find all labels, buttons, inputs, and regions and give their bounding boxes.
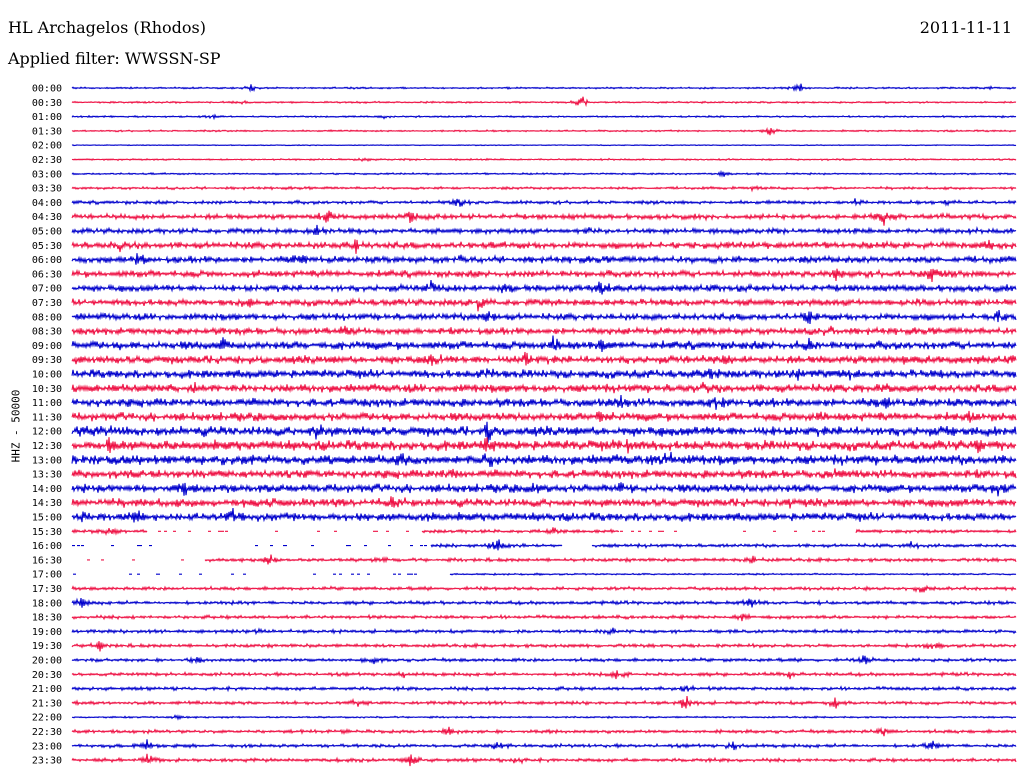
time-tick-label: 22:30	[32, 727, 62, 738]
time-tick-label: 11:00	[32, 398, 62, 409]
seismic-trace	[72, 225, 1016, 235]
seismic-trace	[72, 715, 1016, 719]
seismic-trace	[72, 496, 1016, 508]
time-tick-label: 23:00	[32, 741, 62, 752]
seismic-trace	[72, 437, 1016, 453]
time-tick-label: 09:00	[32, 341, 62, 352]
seismic-trace	[72, 656, 1016, 665]
time-tick-label: 17:30	[32, 584, 62, 595]
seismic-trace	[72, 686, 1016, 692]
time-tick-label: 03:00	[32, 169, 62, 180]
time-tick-label: 21:30	[32, 698, 62, 709]
time-tick-label: 10:00	[32, 370, 62, 381]
seismic-trace	[72, 84, 1016, 92]
seismic-trace	[72, 198, 1016, 206]
time-tick-label: 19:00	[32, 627, 62, 638]
time-tick-label: 01:30	[32, 126, 62, 137]
seismic-trace	[87, 555, 1016, 565]
time-tick-label: 12:30	[32, 441, 62, 452]
time-tick-label: 23:30	[32, 756, 62, 767]
seismic-trace	[72, 369, 1016, 381]
time-tick-label: 14:00	[32, 484, 62, 495]
time-tick-label: 14:30	[32, 498, 62, 509]
time-tick-label: 11:30	[32, 412, 62, 423]
time-tick-label: 00:30	[32, 98, 62, 109]
time-tick-label: 05:30	[32, 241, 62, 252]
time-tick-label: 06:00	[32, 255, 62, 266]
time-tick-label: 20:30	[32, 670, 62, 681]
time-tick-label: 08:00	[32, 312, 62, 323]
seismic-trace	[72, 670, 1016, 679]
time-tick-label: 17:00	[32, 570, 62, 581]
seismic-trace	[72, 239, 1016, 253]
seismic-trace	[72, 527, 1016, 534]
time-tick-label: 15:00	[32, 513, 62, 524]
seismic-trace	[72, 696, 1016, 708]
seismic-trace	[72, 452, 1016, 467]
time-tick-label: 09:30	[32, 355, 62, 366]
seismic-trace	[72, 468, 1016, 479]
time-tick-label: 07:30	[32, 298, 62, 309]
seismic-trace	[72, 158, 1016, 161]
time-tick-label: 08:30	[32, 327, 62, 338]
time-tick-label: 02:00	[32, 141, 62, 152]
time-tick-label: 03:30	[32, 184, 62, 195]
time-tick-label: 00:00	[32, 84, 62, 95]
seismic-trace	[72, 411, 1016, 423]
seismic-trace	[72, 253, 1016, 265]
time-tick-label: 13:30	[32, 470, 62, 481]
time-tick-label: 02:30	[32, 155, 62, 166]
time-tick-label: 05:00	[32, 227, 62, 238]
seismic-trace	[72, 598, 1016, 608]
time-tick-label: 18:00	[32, 598, 62, 609]
time-tick-label: 13:00	[32, 455, 62, 466]
time-tick-label: 15:30	[32, 527, 62, 538]
seismic-trace	[72, 145, 1016, 146]
time-tick-label: 21:00	[32, 684, 62, 695]
time-tick-label: 19:30	[32, 641, 62, 652]
seismic-trace	[72, 739, 1016, 750]
time-tick-label: 18:30	[32, 613, 62, 624]
seismic-trace	[72, 299, 1016, 312]
seismic-trace	[72, 352, 1016, 366]
seismic-trace	[72, 310, 1016, 324]
seismic-trace	[72, 641, 1016, 651]
time-tick-label: 16:30	[32, 555, 62, 566]
time-tick-label: 04:30	[32, 212, 62, 223]
seismic-trace	[72, 128, 1016, 135]
seismic-trace	[72, 326, 1016, 336]
time-tick-label: 01:00	[32, 112, 62, 123]
seismic-trace	[72, 628, 1016, 634]
seismic-trace	[72, 269, 1016, 282]
time-tick-label: 04:00	[32, 198, 62, 209]
seismic-trace	[72, 586, 1016, 592]
time-tick-label: 22:00	[32, 713, 62, 724]
seismic-trace	[72, 422, 1016, 443]
seismic-trace	[72, 754, 1016, 766]
seismic-trace	[72, 115, 1016, 119]
seismic-trace	[72, 508, 1016, 523]
seismic-trace	[72, 482, 1016, 496]
time-tick-label: 16:00	[32, 541, 62, 552]
seismic-trace	[72, 727, 1016, 736]
time-tick-label: 20:00	[32, 656, 62, 667]
seismic-trace	[72, 211, 1016, 226]
seismic-trace	[72, 186, 1016, 190]
time-tick-label: 06:30	[32, 269, 62, 280]
seismic-trace	[72, 336, 1016, 352]
time-tick-label: 10:30	[32, 384, 62, 395]
seismic-trace	[72, 395, 1016, 410]
seismic-trace	[72, 539, 1016, 550]
seismic-trace	[72, 382, 1016, 393]
seismic-trace	[73, 573, 1016, 575]
seismic-trace	[72, 172, 1016, 177]
seismic-trace	[72, 280, 1016, 294]
seismic-trace	[72, 97, 1016, 106]
time-tick-label: 07:00	[32, 284, 62, 295]
time-tick-label: 12:00	[32, 427, 62, 438]
seismic-trace	[72, 614, 1016, 621]
